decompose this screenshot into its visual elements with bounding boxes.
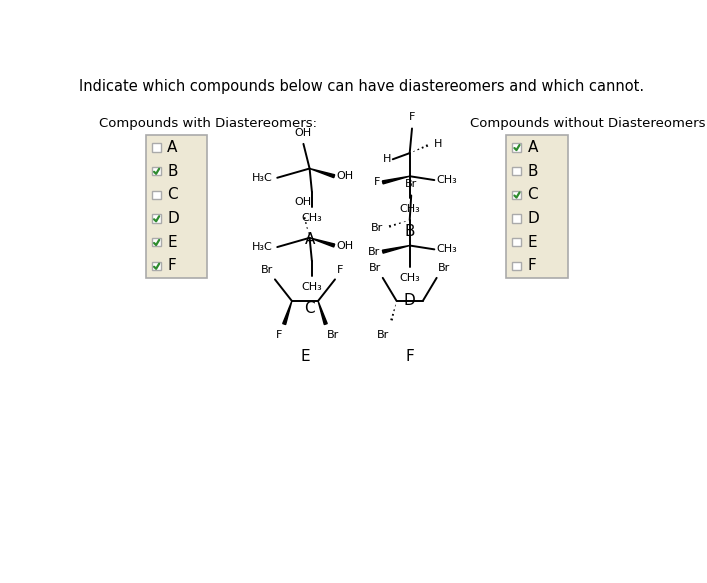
Text: F: F [405,349,414,364]
Text: A: A [305,231,315,247]
Bar [152,238,160,247]
Text: F: F [409,113,415,122]
Text: F: F [167,258,176,273]
Text: OH: OH [337,171,354,181]
Text: C: C [304,301,315,316]
Bar [152,191,160,199]
Bar [513,143,521,152]
Polygon shape [283,301,292,325]
Text: Compounds without Diastereomers:: Compounds without Diastereomers: [469,117,707,131]
Bar [152,262,160,271]
Text: CH₃: CH₃ [437,244,457,254]
Text: E: E [527,235,537,250]
Text: Br: Br [261,265,274,275]
Text: C: C [527,187,538,202]
Polygon shape [382,176,409,184]
Text: A: A [167,140,177,154]
Bar [513,167,521,175]
Bar [506,135,568,278]
Text: E: E [300,349,310,364]
Polygon shape [382,245,409,253]
Bar [146,135,207,278]
Text: E: E [167,235,177,250]
Bar [152,143,160,152]
Bar [152,167,160,175]
Text: Indicate which compounds below can have diastereomers and which cannot.: Indicate which compounds below can have … [79,79,645,94]
Text: H₃C: H₃C [252,173,273,182]
Text: Br: Br [327,330,339,340]
Text: F: F [337,265,343,275]
Text: Br: Br [369,264,381,273]
Text: CH₃: CH₃ [301,283,322,293]
Text: Compounds with Diastereomers:: Compounds with Diastereomers: [100,117,317,131]
Bar [513,191,521,199]
Polygon shape [310,238,334,247]
Text: Br: Br [377,330,389,340]
Text: CH₃: CH₃ [301,213,322,223]
Text: Br: Br [370,223,382,233]
Text: B: B [404,224,415,239]
Text: B: B [167,163,177,178]
Text: CH₃: CH₃ [399,204,420,214]
Bar [513,215,521,223]
Text: C: C [167,187,177,202]
Text: CH₃: CH₃ [437,175,457,185]
Text: CH₃: CH₃ [399,273,420,283]
Text: H: H [433,139,442,149]
Bar [513,238,521,247]
Text: F: F [276,330,283,340]
Text: B: B [527,163,538,178]
Polygon shape [318,301,327,325]
Text: Br: Br [405,180,417,189]
Text: OH: OH [295,128,312,138]
Bar [513,262,521,271]
Text: D: D [527,211,539,226]
Text: Br: Br [438,264,450,273]
Text: A: A [527,140,538,154]
Text: F: F [374,177,380,187]
Text: OH: OH [295,197,312,207]
Polygon shape [310,168,334,178]
Text: F: F [527,258,536,273]
Text: H₃C: H₃C [252,242,273,252]
Text: D: D [167,211,179,226]
Text: H: H [382,154,391,164]
Text: Br: Br [368,247,380,257]
Text: OH: OH [337,241,354,251]
Text: D: D [404,293,416,308]
Bar [152,215,160,223]
